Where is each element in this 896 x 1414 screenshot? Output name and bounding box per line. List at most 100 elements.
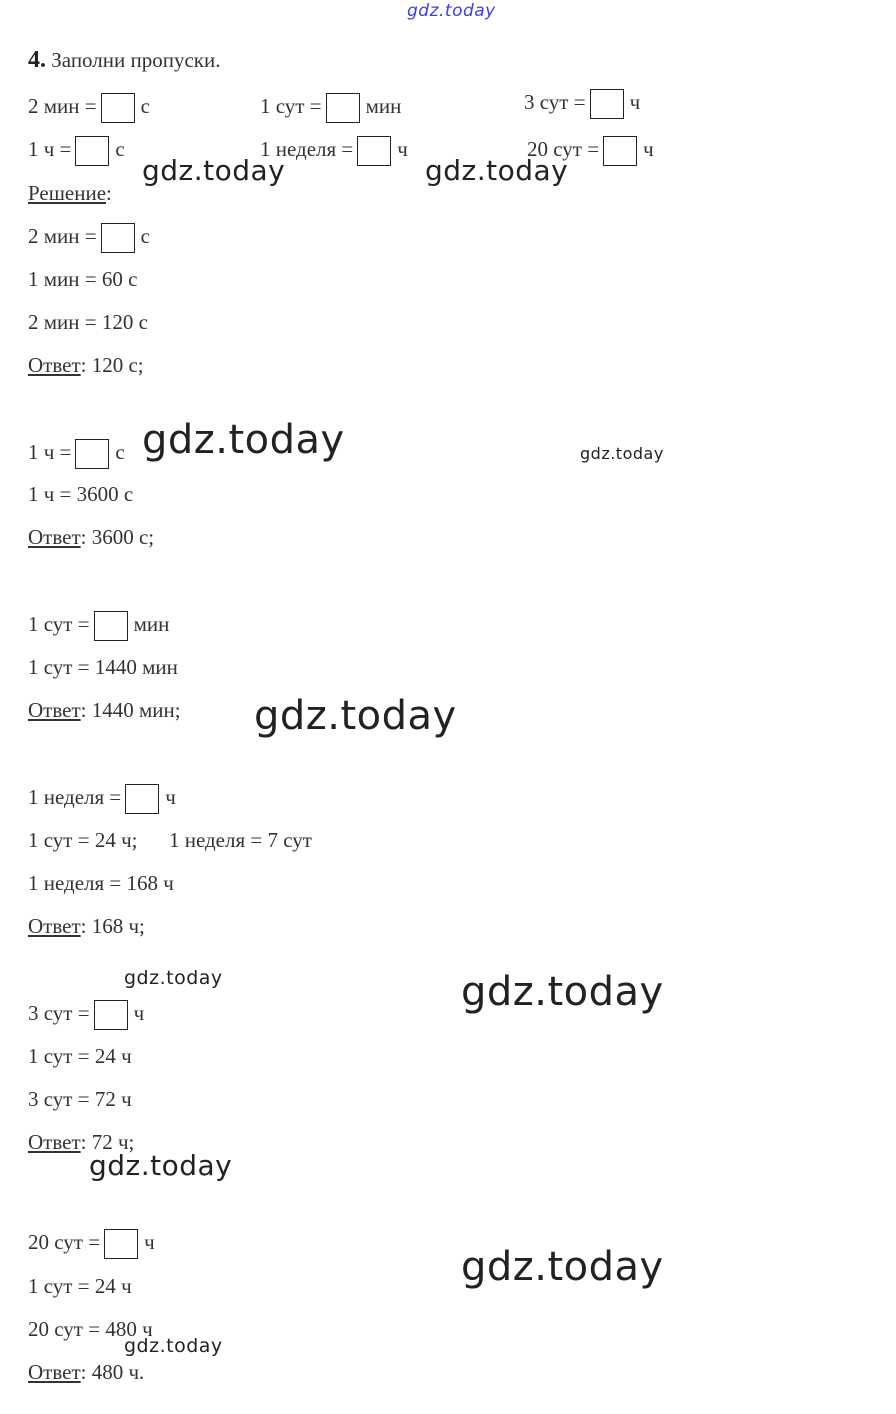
solution-answer: Ответ: 72 ч; <box>28 1127 134 1157</box>
exercise-item: 3 сут = ч <box>524 87 641 120</box>
answer-value: : 3600 с; <box>80 525 155 549</box>
equation-left: 1 ч = <box>28 137 72 161</box>
equation-left: 20 сут = <box>527 137 600 161</box>
answer-box <box>125 784 160 815</box>
watermark: gdz.today <box>461 969 664 1015</box>
answer-value: : 1440 мин; <box>80 698 181 722</box>
step-text: 1 сут = 1440 мин <box>28 655 178 679</box>
solution-step: 1 сут = 24 ч <box>28 1041 132 1071</box>
answer-label: Ответ <box>28 1130 81 1154</box>
answer-label: Ответ <box>28 525 81 549</box>
equation-left: 1 неделя = <box>28 785 122 809</box>
solution-question: 1 неделя = ч <box>28 782 176 815</box>
equation-unit: с <box>115 440 125 464</box>
answer-label: Ответ <box>28 1360 81 1384</box>
answer-box <box>325 93 360 124</box>
answer-value: : 168 ч; <box>80 914 145 938</box>
step-text: 1 мин = 60 с <box>28 267 138 291</box>
equation-unit: ч <box>629 90 641 114</box>
equation-left: 1 ч = <box>28 440 72 464</box>
watermark: gdz.today <box>89 1149 233 1182</box>
solution-step: 20 сут = 480 ч <box>28 1314 153 1344</box>
step-text: 1 неделя = 168 ч <box>28 871 174 895</box>
answer-value: : 72 ч; <box>80 1130 135 1154</box>
exercise-item: 1 неделя = ч <box>260 134 408 167</box>
answer-box <box>75 439 110 470</box>
solution-label: Решение <box>28 181 107 205</box>
equation-left: 3 сут = <box>28 1001 90 1025</box>
solution-step: 3 сут = 72 ч <box>28 1084 132 1114</box>
solution-step: 2 мин = 120 с <box>28 307 148 337</box>
solution-heading: Решение: <box>28 178 112 208</box>
watermark: gdz.today <box>461 1244 664 1290</box>
exercise-item: 1 сут = мин <box>260 91 401 124</box>
solution-step: 1 сут = 24 ч; 1 неделя = 7 сут <box>28 825 312 855</box>
watermark: gdz.today <box>580 444 664 463</box>
task-heading: 4. Заполни пропуски. <box>28 45 220 75</box>
step-text: 1 ч = 3600 с <box>28 482 134 506</box>
solution-colon: : <box>106 181 112 205</box>
step-text: 2 мин = 120 с <box>28 310 148 334</box>
answer-box <box>75 136 110 167</box>
equation-unit: мин <box>133 612 170 636</box>
solution-step: 1 ч = 3600 с <box>28 479 133 509</box>
answer-box <box>357 136 392 167</box>
answer-label: Ответ <box>28 353 81 377</box>
answer-box <box>589 89 624 120</box>
watermark: gdz.today <box>425 154 569 187</box>
solution-step: 1 сут = 1440 мин <box>28 652 178 682</box>
solution-question: 2 мин = с <box>28 221 150 254</box>
answer-label: Ответ <box>28 914 81 938</box>
answer-box <box>104 1229 139 1260</box>
solution-answer: Ответ: 168 ч; <box>28 911 145 941</box>
equation-left: 2 мин = <box>28 224 97 248</box>
equation-left: 20 сут = <box>28 1230 101 1254</box>
equation-left: 2 мин = <box>28 94 97 118</box>
solution-answer: Ответ: 480 ч. <box>28 1357 144 1387</box>
solution-answer: Ответ: 120 с; <box>28 350 144 380</box>
answer-box <box>603 136 638 167</box>
watermark: gdz.today <box>142 154 286 187</box>
answer-box <box>93 611 128 642</box>
answer-value: : 120 с; <box>80 353 144 377</box>
equation-left: 1 сут = <box>260 94 322 118</box>
solution-question: 3 сут = ч <box>28 998 145 1031</box>
solution-question: 1 сут = мин <box>28 609 170 642</box>
step-text: 1 сут = 24 ч <box>28 1274 132 1298</box>
answer-box <box>100 223 135 254</box>
equation-unit: с <box>115 137 125 161</box>
solution-question: 20 сут = ч <box>28 1227 155 1260</box>
solution-answer: Ответ: 1440 мин; <box>28 695 181 725</box>
watermark: gdz.today <box>124 967 223 989</box>
solution-step: 1 сут = 24 ч <box>28 1271 132 1301</box>
watermark: gdz.today <box>124 1335 223 1357</box>
watermark: gdz.today <box>142 417 345 463</box>
solution-step: 1 мин = 60 с <box>28 264 137 294</box>
answer-box <box>100 93 135 124</box>
step-text: 1 сут = 24 ч; 1 неделя = 7 сут <box>28 828 312 852</box>
exercise-item: 1 ч = с <box>28 134 125 167</box>
solution-step: 1 неделя = 168 ч <box>28 868 174 898</box>
equation-unit: ч <box>643 137 654 161</box>
equation-left: 3 сут = <box>524 90 586 114</box>
step-text: 1 сут = 24 ч <box>28 1044 132 1068</box>
equation-left: 1 неделя = <box>260 137 354 161</box>
exercise-item: 20 сут = ч <box>527 134 654 167</box>
equation-unit: ч <box>397 137 408 161</box>
equation-unit: ч <box>165 785 176 809</box>
exercise-item: 2 мин = с <box>28 91 150 124</box>
solution-answer: Ответ: 3600 с; <box>28 522 154 552</box>
equation-unit: ч <box>133 1001 145 1025</box>
step-text: 20 сут = 480 ч <box>28 1317 153 1341</box>
equation-unit: с <box>140 224 150 248</box>
answer-box <box>93 1000 128 1031</box>
step-text: 3 сут = 72 ч <box>28 1087 132 1111</box>
solution-question: 1 ч = с <box>28 437 125 470</box>
task-number: 4. <box>28 47 46 73</box>
answer-value: : 480 ч. <box>80 1360 145 1384</box>
answer-label: Ответ <box>28 698 81 722</box>
watermark: gdz.today <box>407 1 496 21</box>
task-title: Заполни пропуски. <box>46 48 221 72</box>
watermark: gdz.today <box>254 693 457 739</box>
equation-unit: ч <box>144 1230 155 1254</box>
